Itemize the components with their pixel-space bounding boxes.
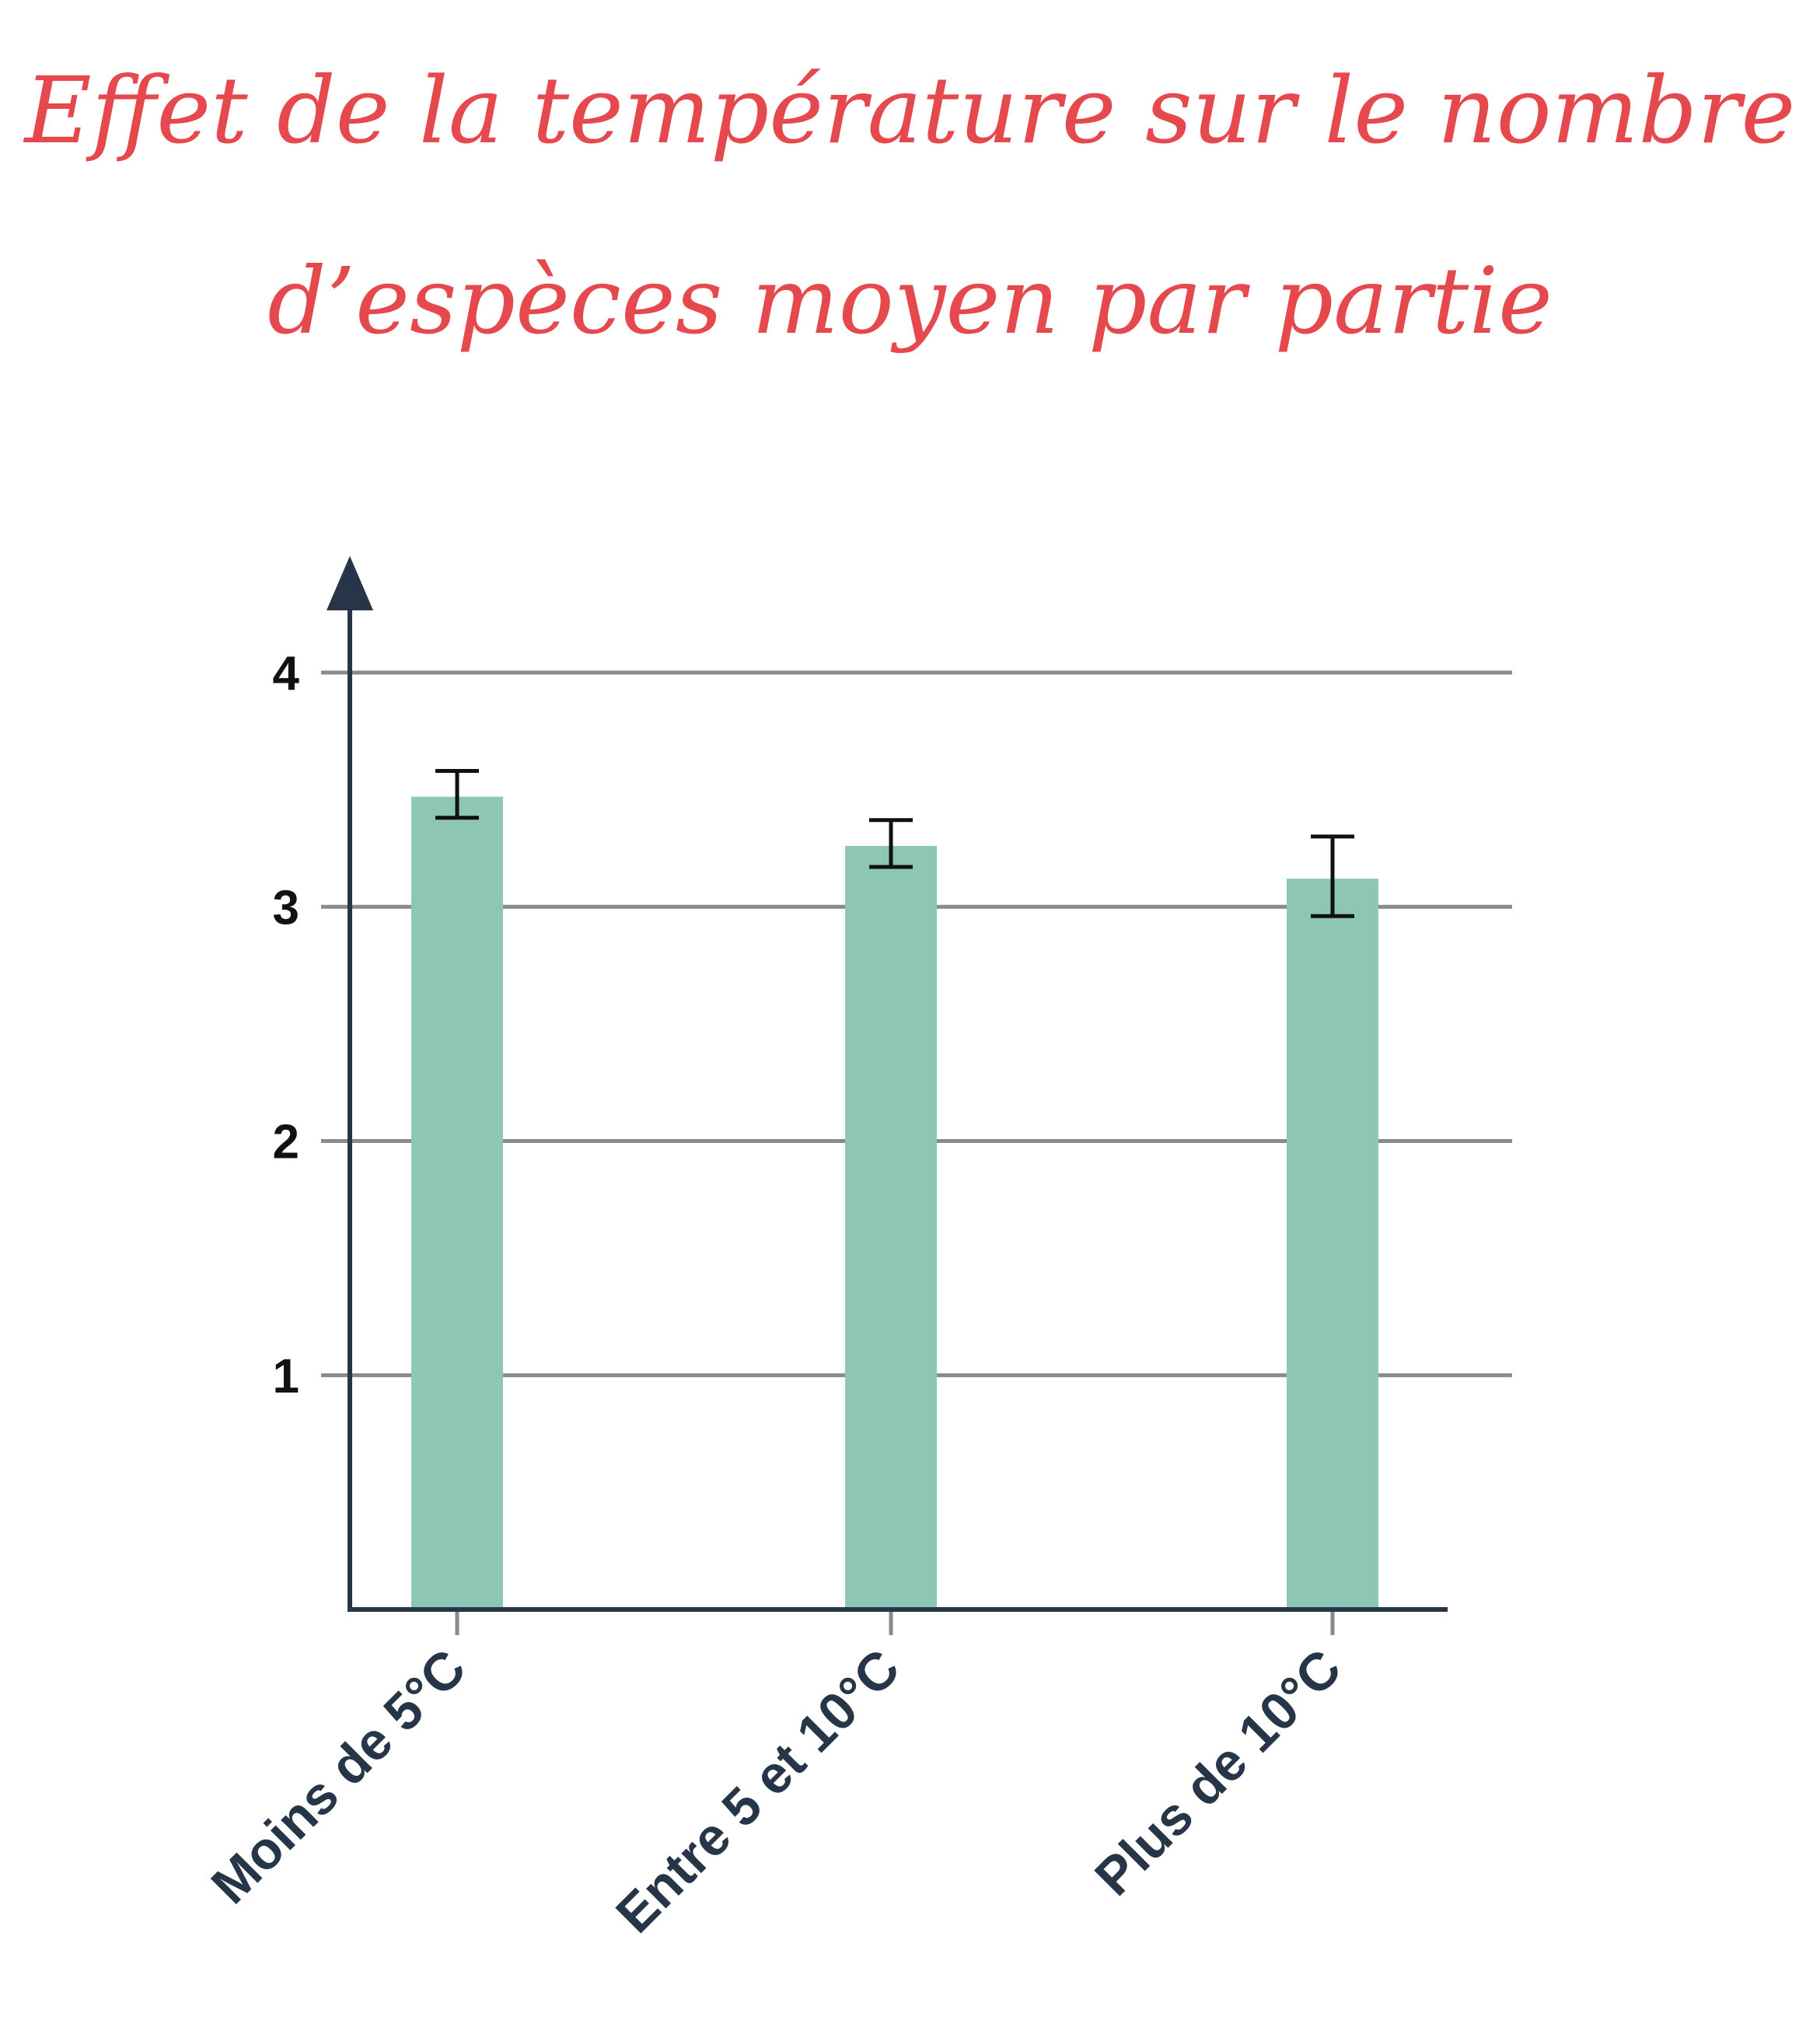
error-bar-3 [1311,834,1354,918]
error-bar-1 [435,769,479,820]
y-tick-label-3: 3 [273,881,299,935]
x-tick-label-3: Plus de 10°C [1084,1638,1353,1907]
x-tick-label-2: Entre 5 et 10°C [605,1638,911,1945]
bar-2 [845,845,937,1609]
y-tick-labels: 1 2 3 4 [273,647,300,1403]
y-tick-label-4: 4 [273,647,300,701]
error-bars [435,769,1354,918]
axes [327,556,1448,1612]
bar-3 [1287,879,1378,1609]
bar-1 [411,796,503,1609]
error-bar-2 [869,818,913,869]
y-axis-arrow-icon [327,556,373,610]
bars [411,796,1378,1609]
chart-title: Effet de la température sur le nombre d’… [0,16,1820,397]
chart-title-line-1: Effet de la température sur le nombre [24,57,1796,164]
x-ticks: Moins de 5°C Entre 5 et 10°C Plus de 10°C [200,1612,1353,1945]
chart-title-line-2: d’espèces moyen par partie [267,247,1553,355]
y-tick-label-2: 2 [273,1116,299,1169]
x-tick-label-1: Moins de 5°C [200,1638,477,1915]
y-tick-label-1: 1 [273,1350,299,1403]
